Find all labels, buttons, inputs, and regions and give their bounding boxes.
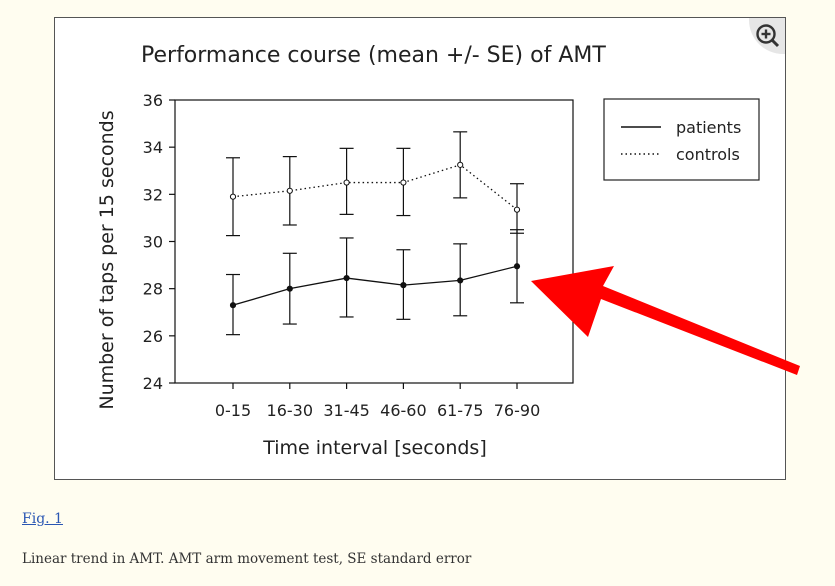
zoom-in-icon bbox=[756, 24, 780, 48]
figure-link[interactable]: Fig. 1 bbox=[22, 511, 63, 527]
x-tick-label: 16-30 bbox=[267, 401, 314, 420]
series-line-controls bbox=[232, 164, 518, 211]
data-point-controls bbox=[229, 193, 237, 200]
y-axis-label: Number of taps per 15 seconds bbox=[96, 110, 118, 409]
chart-title: Performance course (mean +/- SE) of AMT bbox=[141, 43, 606, 68]
data-point-patients bbox=[457, 277, 464, 284]
x-tick-label: 0-15 bbox=[215, 401, 251, 420]
data-point-patients bbox=[229, 302, 237, 309]
y-tick-label: 24 bbox=[143, 374, 163, 393]
y-tick-label: 30 bbox=[143, 233, 163, 252]
y-tick-label: 26 bbox=[143, 327, 163, 346]
legend-box bbox=[603, 98, 760, 181]
x-tick-label: 61-75 bbox=[437, 401, 484, 420]
figure-caption: Linear trend in AMT. AMT arm movement te… bbox=[22, 551, 472, 567]
data-point-controls bbox=[286, 187, 293, 194]
series-line-patients bbox=[232, 265, 518, 306]
x-axis-label: Time interval [seconds] bbox=[262, 437, 487, 459]
x-tick-label: 76-90 bbox=[494, 401, 541, 420]
y-tick-label: 32 bbox=[143, 185, 163, 204]
y-tick-label: 28 bbox=[143, 280, 163, 299]
data-point-controls bbox=[457, 161, 464, 168]
y-tick-label: 34 bbox=[143, 138, 163, 157]
plot-frame bbox=[174, 99, 574, 384]
figure-panel: Performance course (mean +/- SE) of AMT … bbox=[54, 17, 786, 480]
chart: Performance course (mean +/- SE) of AMT … bbox=[96, 43, 760, 459]
data-point-controls bbox=[400, 179, 407, 186]
plot-area: 24 26 28 30 32 34 36 0-15 16-30 31-45 46-60 61-75 76… bbox=[143, 91, 574, 420]
x-tick-label: 31-45 bbox=[323, 401, 370, 420]
data-point-patients bbox=[343, 274, 350, 282]
data-point-patients bbox=[400, 282, 407, 289]
zoom-button[interactable] bbox=[749, 18, 785, 54]
legend: patients controls bbox=[603, 98, 760, 181]
data-point-controls bbox=[343, 179, 350, 186]
data-point-patients bbox=[513, 263, 521, 270]
legend-label-controls: controls bbox=[676, 145, 740, 164]
legend-label-patients: patients bbox=[676, 118, 741, 137]
x-tick-label: 46-60 bbox=[380, 401, 427, 420]
data-point-controls bbox=[513, 206, 521, 213]
data-point-patients bbox=[286, 285, 293, 292]
y-tick-label: 36 bbox=[143, 91, 163, 110]
